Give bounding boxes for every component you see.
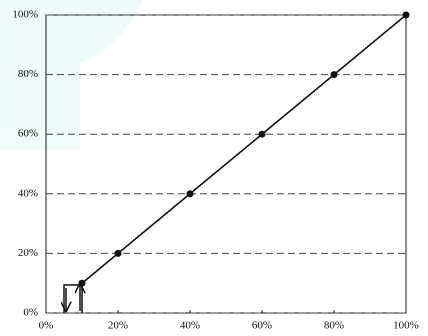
x-tick-label: 80%: [324, 320, 344, 332]
y-tick-label: 20%: [18, 247, 38, 259]
x-tick-label: 40%: [180, 320, 200, 332]
line: [81, 14, 407, 284]
y-tick-label: 40%: [18, 187, 38, 199]
annotation: [64, 284, 82, 313]
point: [330, 71, 338, 79]
x-tick-label: 0%: [39, 320, 54, 332]
x-tick-label: 60%: [252, 320, 272, 332]
x-tick-label: 100%: [393, 320, 419, 332]
watermark: [0, 0, 143, 150]
point: [258, 130, 266, 138]
point: [186, 190, 194, 198]
x-tick-label: 20%: [108, 320, 128, 332]
y-tick-label: 0%: [23, 307, 38, 319]
point: [114, 249, 122, 257]
annotation-box: [63, 284, 83, 313]
point: [402, 11, 410, 19]
y-tick-label: 100%: [12, 9, 38, 21]
y-tick-label: 60%: [18, 128, 38, 140]
y-tick-label: 80%: [18, 68, 38, 80]
